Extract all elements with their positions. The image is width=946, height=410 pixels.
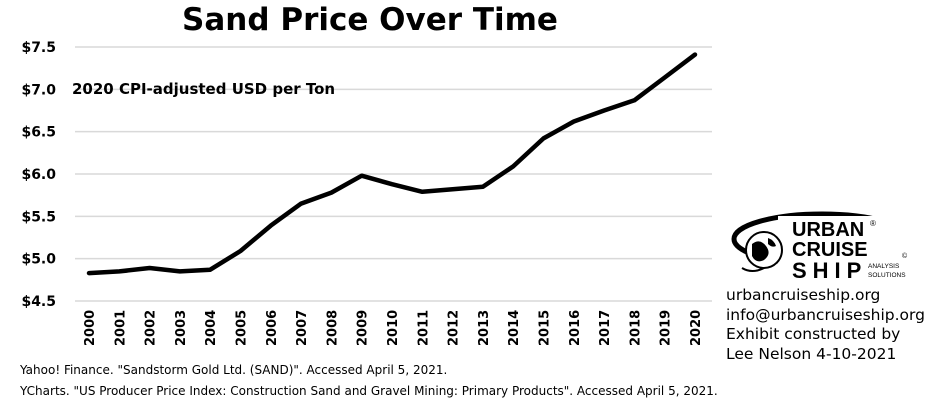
logo-text-ship: SHIP <box>792 258 867 283</box>
logo-tagline-solutions: SOLUTIONS <box>868 272 906 279</box>
y-tick-label: $6.5 <box>21 125 56 141</box>
gridlines <box>75 46 712 302</box>
sources-block: Yahoo! Finance. "Sandstorm Gold Ltd. (SA… <box>20 360 718 402</box>
x-tick-label: 2000 <box>83 310 98 346</box>
x-tick-label: 2015 <box>538 310 553 346</box>
y-tick-label: $6.0 <box>21 167 56 183</box>
y-tick-label: $5.5 <box>21 209 56 225</box>
logo-text-urban: URBAN <box>792 219 864 241</box>
x-tick-label: 2007 <box>295 310 310 346</box>
x-tick-label: 2003 <box>174 310 189 346</box>
x-tick-label: 2019 <box>659 310 674 346</box>
contact-block: urbancruiseship.org info@urbancruiseship… <box>726 286 925 364</box>
source-citation: YCharts. "US Producer Price Index: Const… <box>20 384 718 398</box>
x-tick-label: 2001 <box>113 310 128 346</box>
x-tick-label: 2010 <box>386 310 401 346</box>
urban-cruise-ship-logo: URBAN ® CRUISE SHIP © ANALYSIS SOLUTIONS <box>731 211 914 283</box>
y-tick-label: $5.0 <box>21 252 56 268</box>
y-axis-ticks: $4.5 $5.0 $5.5 $6.0 $6.5 $7.0 $7.5 <box>21 40 56 310</box>
logo-text-cruise: CRUISE <box>792 239 868 261</box>
x-tick-label: 2009 <box>356 310 371 346</box>
x-tick-label: 2005 <box>235 310 250 346</box>
website-text: urbancruiseship.org <box>726 286 881 304</box>
x-tick-label: 2002 <box>144 310 159 346</box>
y-tick-label: $4.5 <box>21 294 56 310</box>
chart-title: Sand Price Over Time <box>182 2 558 38</box>
source-citation: Yahoo! Finance. "Sandstorm Gold Ltd. (SA… <box>20 363 448 377</box>
logo-tagline-analysis: ANALYSIS <box>868 263 900 270</box>
x-tick-label: 2011 <box>416 310 431 346</box>
y-tick-label: $7.5 <box>21 40 56 56</box>
x-axis-ticks: 2000 2001 2002 2003 2004 2005 2006 2007 2008 2009… <box>83 310 704 346</box>
x-tick-label: 2020 <box>689 310 704 346</box>
x-tick-label: 2018 <box>628 310 643 346</box>
y-axis-unit-label: 2020 CPI-adjusted USD per Ton <box>72 80 336 98</box>
x-tick-label: 2016 <box>568 310 583 346</box>
sand-price-line <box>86 52 698 276</box>
x-tick-label: 2014 <box>507 310 522 346</box>
x-tick-label: 2013 <box>477 310 492 346</box>
x-tick-label: 2017 <box>598 310 613 346</box>
email-text: info@urbancruiseship.org <box>726 305 925 324</box>
y-tick-label: $7.0 <box>21 82 56 98</box>
logo-copyright-mark: © <box>902 252 908 260</box>
logo-registered-mark: ® <box>870 219 876 228</box>
author-line: Exhibit constructed by <box>726 325 901 343</box>
x-tick-label: 2012 <box>447 310 462 346</box>
x-tick-label: 2006 <box>265 310 280 346</box>
x-tick-label: 2008 <box>325 310 340 346</box>
author-date-line: Lee Nelson 4-10-2021 <box>726 344 897 363</box>
x-tick-label: 2004 <box>204 310 219 346</box>
